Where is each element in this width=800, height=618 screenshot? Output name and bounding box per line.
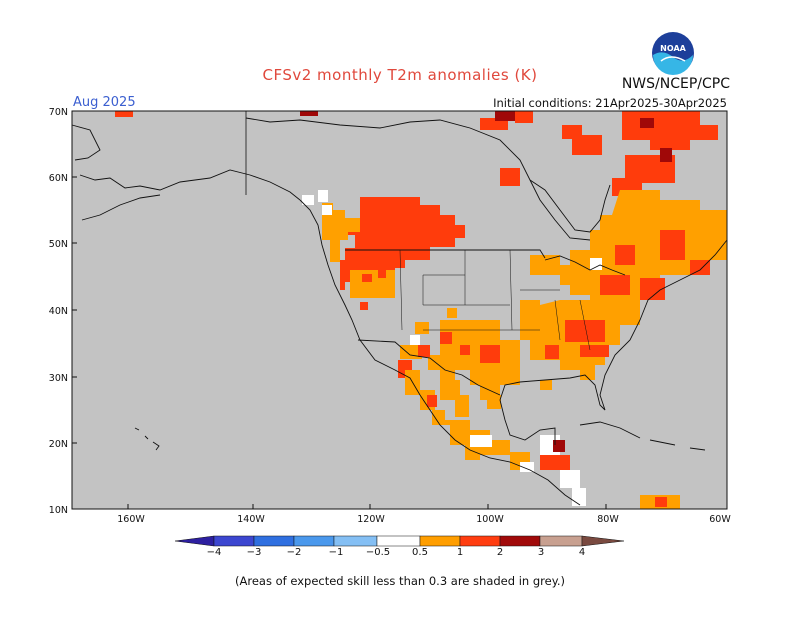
colorbar-label: −1: [328, 547, 344, 558]
lat-label: 30N: [49, 373, 68, 384]
lat-label: 10N: [49, 505, 68, 516]
lat-label: 40N: [49, 306, 68, 317]
colorbar-label: 0.5: [412, 547, 428, 558]
valid-month-label: Aug 2025: [73, 95, 136, 110]
lon-label: 120W: [357, 514, 385, 525]
colorbar-label: −3: [246, 547, 262, 558]
longitude-labels: 160W 140W 120W 100W 80W 60W: [117, 514, 731, 525]
skill-footnote: (Areas of expected skill less than 0.3 a…: [235, 574, 565, 588]
map-title: CFSv2 monthly T2m anomalies (K): [262, 66, 538, 84]
lon-label: 100W: [476, 514, 504, 525]
initial-conditions-label: Initial conditions: 21Apr2025-30Apr2025: [493, 96, 727, 110]
map-ticks: [72, 110, 607, 509]
colorbar-label: −0.5: [365, 547, 391, 558]
latitude-labels: 70N 60N 50N 40N 30N 20N 10N: [49, 107, 68, 516]
noaa-logo: NOAA: [652, 32, 694, 75]
organization-label: NWS/NCEP/CPC: [621, 76, 730, 92]
colorbar-label: −4: [206, 547, 222, 558]
colorbar: [174, 535, 625, 547]
anomaly-cells: [115, 111, 727, 509]
coastlines: [71, 111, 728, 506]
lat-label: 60N: [49, 173, 68, 184]
lat-label: 70N: [49, 107, 68, 118]
colorbar-label: 4: [578, 547, 586, 558]
lon-label: 60W: [709, 514, 731, 525]
colorbar-label: 1: [456, 547, 464, 558]
colorbar-label: 2: [496, 547, 504, 558]
lat-label: 50N: [49, 239, 68, 250]
colorbar-label: 3: [537, 547, 545, 558]
svg-text:NOAA: NOAA: [660, 44, 686, 53]
colorbar-label: −2: [286, 547, 302, 558]
lon-label: 160W: [117, 514, 145, 525]
lon-label: 140W: [237, 514, 265, 525]
lat-label: 20N: [49, 439, 68, 450]
lon-label: 80W: [597, 514, 619, 525]
